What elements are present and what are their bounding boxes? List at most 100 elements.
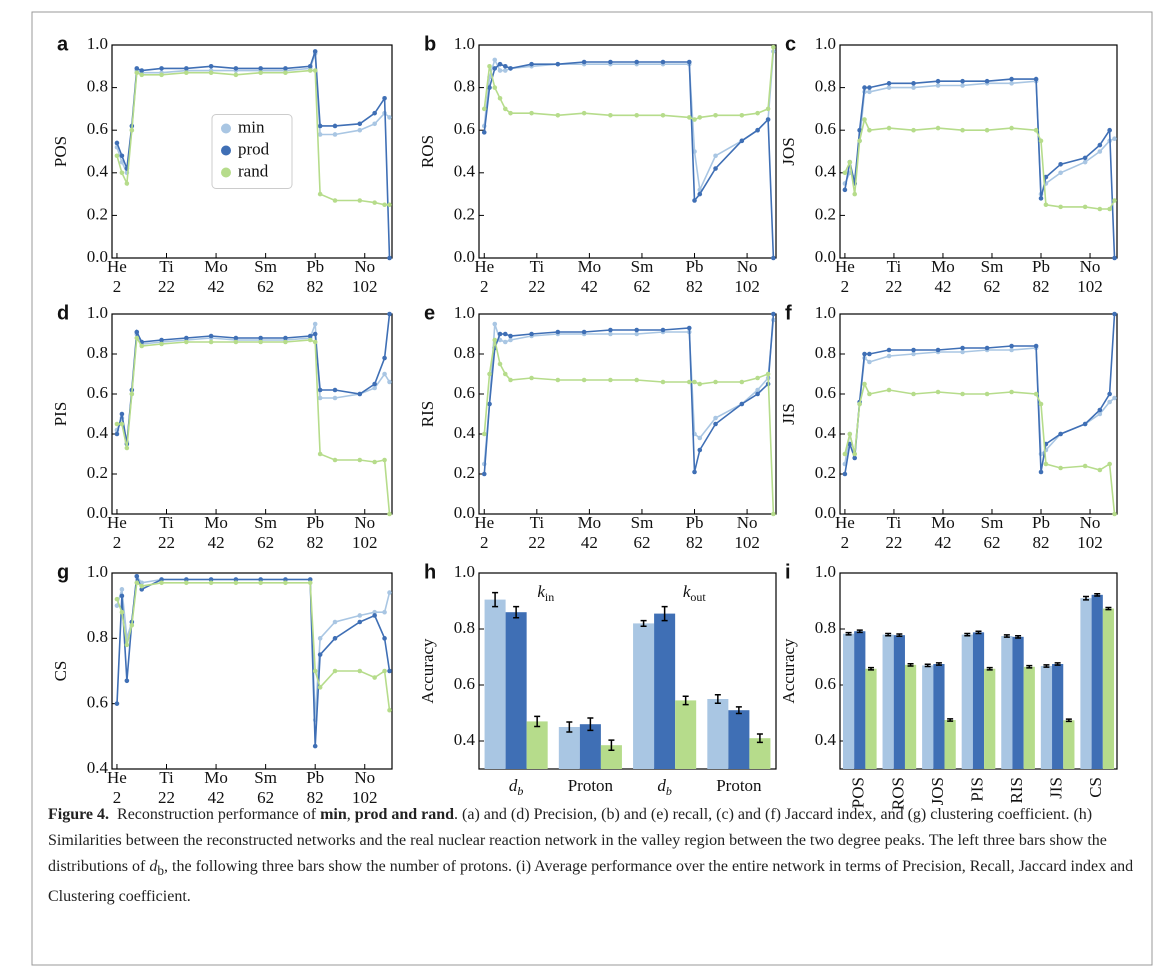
data-point: [1038, 138, 1044, 144]
data-point: [258, 580, 263, 586]
data-point: [233, 339, 239, 345]
data-point: [771, 255, 776, 261]
error-bar: [587, 717, 594, 732]
bar: [484, 599, 506, 769]
data-point: [935, 125, 941, 131]
data-point: [233, 580, 239, 586]
data-point: [312, 743, 318, 749]
data-point: [139, 343, 145, 349]
data-point: [382, 95, 387, 101]
data-point: [634, 331, 639, 337]
data-point: [608, 59, 613, 65]
data-point: [686, 325, 692, 331]
data-point: [660, 327, 666, 333]
data-point: [487, 371, 492, 377]
y-axis-label: Accuracy: [418, 638, 437, 704]
bar: [961, 634, 973, 769]
data-point: [697, 447, 703, 453]
y-tick-label: 0.8: [454, 618, 475, 637]
data-point: [867, 391, 872, 397]
x-tick-label: POS: [849, 777, 868, 808]
y-tick-label: 0.6: [454, 119, 475, 138]
data-point: [755, 387, 760, 393]
data-point: [332, 457, 338, 463]
data-point: [1107, 399, 1112, 405]
x-tick-label: 2: [113, 788, 122, 807]
data-point: [555, 329, 561, 335]
data-point: [847, 431, 853, 437]
series-line: [116, 313, 391, 445]
data-point: [1082, 463, 1088, 469]
error-bar: [935, 662, 942, 666]
data-point: [771, 44, 776, 50]
data-point: [332, 668, 338, 674]
data-point: [935, 83, 941, 88]
x-tick-symbol: Ti: [887, 257, 902, 276]
y-tick-label: 0.6: [454, 674, 475, 693]
y-tick-label: 1.0: [87, 303, 108, 322]
data-point: [984, 345, 990, 351]
data-point: [317, 451, 323, 457]
data-point: [357, 619, 363, 625]
series-line: [844, 78, 1116, 259]
bar: [1040, 665, 1053, 769]
data-point: [208, 580, 214, 586]
data-point: [139, 583, 145, 589]
y-tick-label: 0.6: [87, 383, 108, 402]
data-point: [481, 106, 487, 112]
caption-subscript: b: [157, 863, 165, 879]
x-tick-label: 102: [734, 533, 760, 552]
data-point: [1112, 255, 1117, 261]
data-point: [1112, 395, 1117, 401]
panel-label: a: [57, 33, 69, 55]
data-point: [960, 78, 965, 84]
data-point: [283, 335, 288, 341]
data-point: [842, 170, 848, 176]
x-tick-label: Proton: [716, 776, 762, 795]
x-tick-label: 2: [480, 533, 489, 552]
y-tick-label: 0.2: [815, 204, 836, 223]
data-point: [357, 127, 363, 133]
data-point: [508, 337, 513, 343]
error-bar: [896, 633, 903, 638]
bar: [707, 699, 729, 769]
data-point: [852, 191, 858, 197]
data-point: [119, 170, 125, 176]
data-point: [608, 331, 613, 337]
bar: [654, 613, 676, 769]
text-part: out: [690, 590, 706, 604]
data-point: [686, 59, 692, 65]
caption-text: prod and rand: [354, 806, 455, 823]
legend-swatch: [221, 123, 231, 134]
plot-frame: [111, 313, 393, 515]
bar: [526, 721, 548, 769]
text-part: k: [537, 582, 545, 601]
plot-frame: [839, 313, 1118, 515]
data-point: [497, 331, 503, 337]
legend-label: min: [238, 117, 265, 136]
series-line: [116, 69, 390, 206]
error-bar: [867, 666, 874, 671]
data-point: [686, 379, 692, 385]
data-point: [960, 83, 965, 88]
x-tick-label: 42: [581, 533, 598, 552]
series-line: [116, 574, 391, 721]
y-axis-label: JOS: [779, 137, 798, 165]
data-point: [119, 411, 125, 417]
y-axis-label: ROS: [418, 135, 437, 168]
x-tick-label: 82: [686, 533, 703, 552]
data-point: [771, 311, 776, 317]
data-point: [387, 707, 392, 713]
data-point: [1082, 155, 1088, 161]
error-bar: [947, 718, 954, 722]
group-label: kin: [537, 582, 554, 604]
y-tick-label: 0.8: [815, 618, 836, 637]
data-point: [984, 391, 990, 397]
data-point: [1058, 170, 1063, 176]
series-line: [483, 313, 775, 475]
data-point: [1107, 461, 1112, 467]
y-axis-label: PIS: [51, 402, 70, 427]
plot-frame: [478, 313, 777, 515]
data-point: [857, 127, 862, 133]
data-point: [258, 70, 263, 75]
